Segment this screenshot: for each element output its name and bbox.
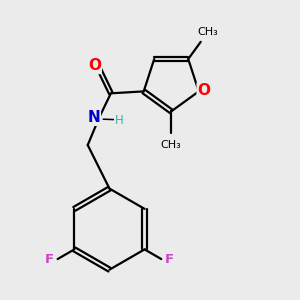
- Text: CH₃: CH₃: [161, 140, 182, 150]
- Text: O: O: [198, 83, 211, 98]
- Text: F: F: [165, 253, 174, 266]
- Text: F: F: [45, 253, 54, 266]
- Text: O: O: [88, 58, 101, 73]
- Text: H: H: [115, 114, 124, 127]
- Text: CH₃: CH₃: [198, 27, 218, 37]
- Text: N: N: [87, 110, 100, 125]
